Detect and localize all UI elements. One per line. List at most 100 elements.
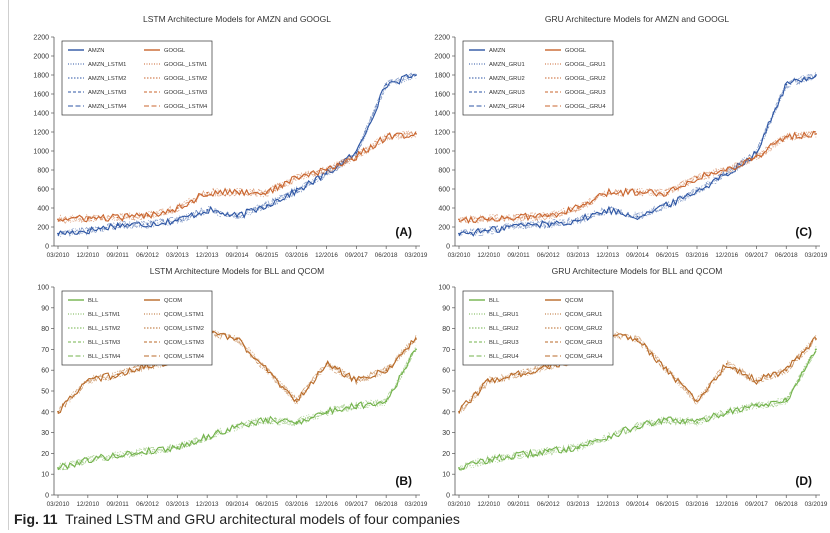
y-tick-label: 2000 <box>434 54 450 61</box>
x-tick-label: 06/2015 <box>656 252 679 259</box>
series-line-googl-model1 <box>57 133 417 223</box>
data-point <box>577 446 579 449</box>
figure-border <box>8 0 9 530</box>
data-point <box>785 400 788 403</box>
data-point <box>815 133 817 135</box>
data-point <box>755 379 758 382</box>
y-tick-label: 2000 <box>33 54 49 61</box>
data-point <box>146 450 149 453</box>
series-line-googl <box>57 131 417 223</box>
data-point <box>146 365 149 367</box>
series-line-bll <box>57 350 417 471</box>
data-point <box>725 172 728 175</box>
series-line-bll <box>458 350 817 471</box>
y-tick-label: 1600 <box>33 92 49 99</box>
data-point <box>606 209 609 211</box>
series-line-bll-model1 <box>458 348 817 470</box>
legend-label: BLL_LSTM4 <box>88 354 121 360</box>
legend-label: QCOM_GRU1 <box>565 312 602 318</box>
data-point <box>86 379 89 382</box>
y-tick-label: 1200 <box>434 130 450 137</box>
legend-box <box>61 40 213 116</box>
data-point <box>487 379 490 382</box>
data-point <box>666 204 669 207</box>
x-tick-label: 03/2010 <box>47 501 70 508</box>
x-tick-label: 09/2017 <box>345 501 368 508</box>
y-tick-label: 50 <box>41 389 49 396</box>
data-point <box>265 419 268 422</box>
data-point <box>86 229 89 232</box>
data-point <box>325 172 328 175</box>
data-point <box>815 338 817 340</box>
series-line-bll-model2 <box>57 345 417 472</box>
x-tick-label: 12/2016 <box>315 252 338 259</box>
series-line-bll-model1 <box>57 348 417 470</box>
x-tick-label: 09/2011 <box>107 252 130 259</box>
data-point <box>325 363 328 365</box>
data-point <box>636 425 639 428</box>
panel-label: (B) <box>395 474 412 488</box>
x-tick-label: 09/2011 <box>107 501 130 508</box>
data-point <box>487 229 490 232</box>
x-tick-label: 03/2010 <box>448 501 471 508</box>
y-tick-label: 80 <box>41 326 49 333</box>
legend-label: QCOM_LSTM4 <box>164 354 205 360</box>
data-point <box>57 218 59 221</box>
legend-label: QCOM_LSTM2 <box>164 326 204 332</box>
series-line-qcom <box>458 331 817 414</box>
y-tick-label: 50 <box>442 389 450 396</box>
caption-text: Trained LSTM and GRU architectural model… <box>65 511 460 527</box>
legend-label: GOOGL <box>565 48 587 54</box>
legend-label: AMZN <box>88 48 104 54</box>
series-line-googl-model3 <box>458 131 817 224</box>
x-tick-label: 06/2012 <box>537 501 560 508</box>
data-point <box>295 190 298 192</box>
x-tick-label: 06/2012 <box>136 501 159 508</box>
data-point <box>176 207 179 209</box>
y-tick-label: 1800 <box>434 73 450 80</box>
y-tick-label: 1400 <box>434 111 450 118</box>
x-tick-label: 12/2010 <box>477 501 500 508</box>
legend-label: AMZN <box>489 48 505 54</box>
y-tick-label: 100 <box>37 285 49 292</box>
data-point <box>487 458 490 461</box>
y-tick-label: 30 <box>41 430 49 437</box>
series-line-amzn-model3 <box>458 74 817 236</box>
y-tick-label: 1000 <box>434 149 450 156</box>
x-tick-label: 09/2017 <box>745 501 768 508</box>
data-point <box>636 190 639 193</box>
legend-label: GOOGL_LSTM3 <box>164 90 207 96</box>
x-tick-label: 06/2018 <box>775 252 798 259</box>
data-point <box>547 365 550 367</box>
x-tick-label: 03/2019 <box>805 501 828 508</box>
data-point <box>325 169 328 171</box>
legend-label: GOOGL_GRU4 <box>565 104 606 110</box>
x-tick-label: 03/2019 <box>805 252 828 259</box>
x-tick-label: 06/2015 <box>656 501 679 508</box>
legend-label: GOOGL <box>164 48 186 54</box>
data-point <box>458 218 460 221</box>
x-tick-label: 12/2016 <box>715 252 738 259</box>
data-point <box>206 435 209 438</box>
y-tick-label: 40 <box>41 409 49 416</box>
data-point <box>146 223 149 226</box>
series-line-bll-model3 <box>57 350 417 471</box>
y-tick-label: 400 <box>37 206 49 213</box>
data-point <box>696 400 698 403</box>
data-point <box>355 155 358 158</box>
data-point <box>517 216 520 219</box>
data-point <box>116 454 119 457</box>
data-point <box>666 419 669 422</box>
x-tick-label: 03/2010 <box>47 252 70 259</box>
y-tick-label: 1800 <box>33 73 49 80</box>
data-point <box>176 446 179 449</box>
y-tick-label: 1200 <box>33 130 49 137</box>
y-tick-label: 800 <box>438 168 450 175</box>
y-tick-label: 200 <box>438 225 450 232</box>
x-tick-label: 06/2012 <box>537 252 560 259</box>
data-point <box>606 191 609 194</box>
y-tick-label: 2200 <box>434 35 450 42</box>
x-tick-label: 03/2013 <box>166 501 189 508</box>
legend-label: QCOM <box>164 298 182 304</box>
legend-label: QCOM_LSTM3 <box>164 340 204 346</box>
